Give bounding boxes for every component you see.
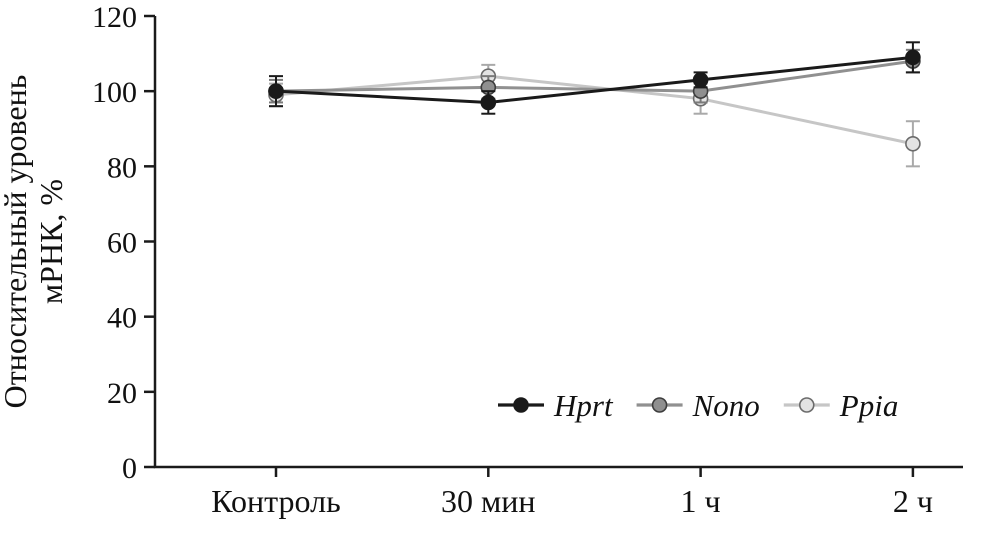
data-point bbox=[268, 83, 284, 99]
legend-marker bbox=[651, 397, 668, 413]
y-tick-label: 60 bbox=[107, 227, 137, 260]
x-tick-label: 1 ч bbox=[681, 483, 721, 519]
x-tick-label: 2 ч bbox=[893, 483, 933, 519]
legend-marker bbox=[513, 397, 529, 413]
series-line bbox=[275, 74, 914, 146]
legend-marker bbox=[798, 397, 815, 413]
series-line bbox=[275, 55, 914, 104]
y-tick-label: 120 bbox=[92, 1, 137, 34]
y-tick-label: 100 bbox=[92, 76, 137, 109]
legend-item-hprt: Hprt bbox=[498, 388, 614, 423]
x-tick-label: 30 мин bbox=[441, 483, 536, 519]
y-tick-label: 0 bbox=[122, 452, 137, 485]
data-point bbox=[480, 94, 497, 111]
series-line bbox=[275, 59, 914, 93]
data-point bbox=[905, 135, 921, 152]
data-point bbox=[692, 72, 709, 88]
y-tick-label: 40 bbox=[107, 302, 137, 335]
x-tick-label: Контроль bbox=[211, 483, 340, 519]
series-ppia bbox=[268, 63, 921, 168]
data-point bbox=[905, 49, 921, 66]
legend-item-ppia: Ppia bbox=[783, 388, 899, 423]
legend-label: Ppia bbox=[839, 388, 899, 423]
y-tick-label: 80 bbox=[107, 151, 137, 184]
legend-label: Nono bbox=[692, 388, 760, 423]
series-hprt bbox=[268, 41, 921, 115]
legend-label: Hprt bbox=[553, 388, 614, 423]
y-axis-title: мРНК, % bbox=[33, 179, 69, 304]
y-tick-label: 20 bbox=[107, 377, 137, 410]
y-axis-title: Относительный уровень bbox=[0, 75, 33, 409]
legend-item-nono: Nono bbox=[636, 388, 760, 423]
